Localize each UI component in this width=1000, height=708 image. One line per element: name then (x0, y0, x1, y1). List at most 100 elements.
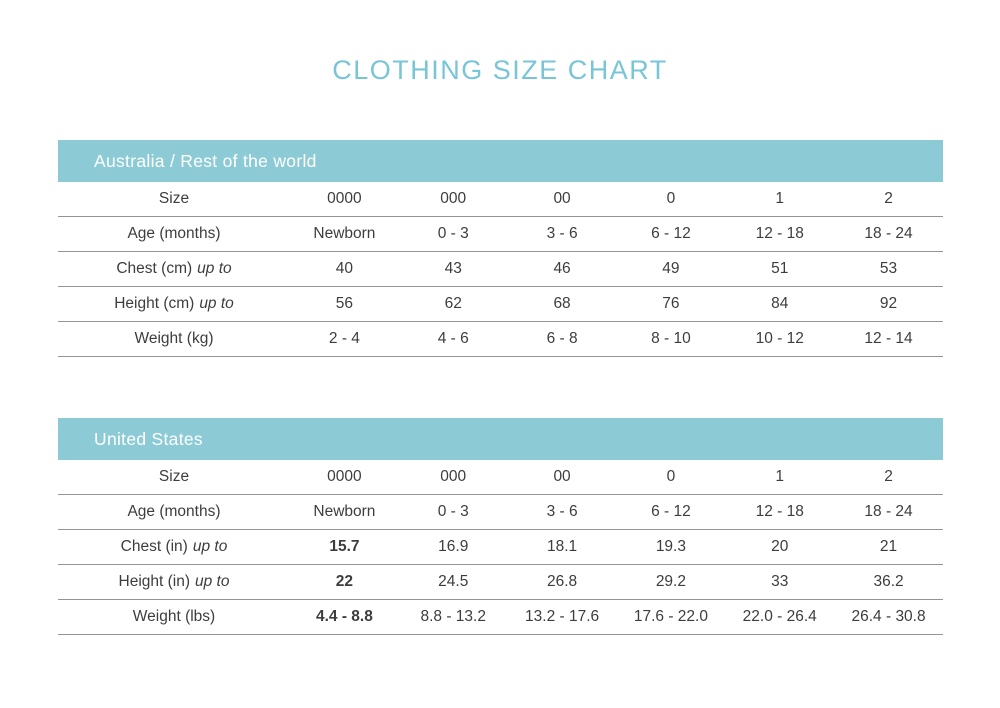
table-region-band: United States (58, 418, 943, 460)
cell-value: 17.6 - 22.0 (633, 608, 708, 625)
cell-value: 29.2 (655, 573, 686, 590)
row-label-text: Size (158, 468, 190, 485)
row-label: Height (in) up to (58, 573, 290, 591)
cell-value: 18 - 24 (864, 225, 913, 242)
cell-value: 15.7 (329, 538, 360, 555)
page-title: CLOTHING SIZE CHART (332, 55, 668, 85)
table-row: Size 0000 000 00 0 1 2 (58, 182, 943, 217)
size-table: Australia / Rest of the world Size 0000 0… (58, 140, 943, 357)
table-row: Age (months) Newborn 0 - 3 3 - 6 6 - 12 12 -… (58, 217, 943, 252)
size-tables-container: Australia / Rest of the world Size 0000 0… (58, 140, 943, 635)
row-label-text: Chest (in) (120, 538, 188, 555)
cell-value: 12 - 18 (755, 503, 804, 520)
cell-value: 21 (879, 538, 898, 555)
cell-value: 22.0 - 26.4 (742, 608, 817, 625)
table-rows: Size 0000 000 00 0 1 2 Age (months) Newborn 0 … (58, 182, 943, 357)
table-row: Weight (kg) 2 - 4 4 - 6 6 - 8 8 - 10 10 - 12… (58, 322, 943, 357)
size-table: United States Size 0000 000 00 0 1 2 Age (mon… (58, 418, 943, 635)
cell-value: 2 (884, 468, 893, 485)
row-label-text: Size (158, 190, 190, 207)
cell-value: Newborn (313, 503, 376, 520)
cell-value: 0 (666, 468, 676, 485)
cell-value: 36.2 (873, 573, 904, 590)
cell-value: Newborn (313, 225, 376, 242)
row-label: Chest (cm) up to (58, 260, 290, 278)
cell-value: 8 - 10 (651, 330, 691, 347)
table-row: Chest (in) up to 15.7 16.9 18.1 19.3 20 21 (58, 530, 943, 565)
cell-value: 000 (440, 468, 467, 485)
table-row: Weight (lbs) 4.4 - 8.8 8.8 - 13.2 13.2 - 1… (58, 600, 943, 635)
row-label-text: Height (in) (118, 573, 191, 590)
cell-value: 6 - 12 (651, 225, 691, 242)
table-region-label: Australia / Rest of the world (94, 150, 317, 171)
row-label: Size (58, 468, 290, 486)
row-label-italic-text: up to (197, 260, 232, 277)
cell-value: 68 (553, 295, 571, 312)
row-label-text: Weight (kg) (134, 330, 214, 347)
table-rows: Size 0000 000 00 0 1 2 Age (months) Newborn 0 … (58, 460, 943, 635)
cell-value: 1 (775, 468, 785, 485)
cell-value: 18 - 24 (864, 503, 913, 520)
row-label: Weight (lbs) (58, 608, 290, 626)
row-label-text: Chest (cm) (116, 260, 193, 277)
table-row: Height (in) up to 22 24.5 26.8 29.2 33 36.2 (58, 565, 943, 600)
table-row: Height (cm) up to 56 62 68 76 84 92 (58, 287, 943, 322)
cell-value: 26.4 - 30.8 (851, 608, 926, 625)
cell-value: 0 (666, 190, 676, 207)
cell-value: 40 (335, 260, 354, 277)
table-row: Chest (cm) up to 40 43 46 49 51 53 (58, 252, 943, 287)
cell-value: 2 (884, 190, 893, 207)
cell-value: 43 (444, 260, 462, 277)
cell-value: 19.3 (655, 538, 686, 555)
cell-value: 000 (440, 190, 467, 207)
cell-value: 0000 (327, 190, 362, 207)
row-label: Size (58, 190, 290, 208)
row-label-text: Height (cm) (114, 295, 195, 312)
cell-value: 3 - 6 (546, 503, 578, 520)
table-row: Size 0000 000 00 0 1 2 (58, 460, 943, 495)
table-region-band: Australia / Rest of the world (58, 140, 943, 182)
table-row: Age (months) Newborn 0 - 3 3 - 6 6 - 12 12 -… (58, 495, 943, 530)
cell-value: 56 (335, 295, 354, 312)
cell-value: 16.9 (438, 538, 469, 555)
cell-value: 12 - 18 (755, 225, 804, 242)
cell-value: 46 (553, 260, 571, 277)
row-label: Weight (kg) (58, 330, 290, 348)
cell-value: 92 (879, 295, 898, 312)
cell-value: 76 (662, 295, 680, 312)
row-label: Age (months) (58, 503, 290, 521)
cell-value: 22 (335, 573, 354, 590)
cell-value: 20 (771, 538, 789, 555)
row-label-italic-text: up to (195, 573, 230, 590)
cell-value: 33 (771, 573, 789, 590)
cell-value: 24.5 (438, 573, 469, 590)
row-label: Chest (in) up to (58, 538, 290, 556)
table-region-label: United States (94, 428, 203, 449)
row-label-italic-text: up to (199, 295, 234, 312)
cell-value: 1 (775, 190, 785, 207)
cell-value: 10 - 12 (755, 330, 804, 347)
cell-value: 4 - 6 (437, 330, 469, 347)
cell-value: 2 - 4 (328, 330, 360, 347)
row-label-text: Weight (lbs) (132, 608, 216, 625)
row-label: Height (cm) up to (58, 295, 290, 313)
cell-value: 8.8 - 13.2 (420, 608, 486, 625)
row-label-text: Age (months) (127, 503, 221, 520)
cell-value: 13.2 - 17.6 (525, 608, 600, 625)
cell-value: 53 (879, 260, 898, 277)
cell-value: 12 - 14 (864, 330, 913, 347)
cell-value: 6 - 12 (651, 503, 691, 520)
row-label-italic-text: up to (192, 538, 228, 555)
cell-value: 0000 (327, 468, 362, 485)
cell-value: 49 (662, 260, 680, 277)
row-label-text: Age (months) (127, 225, 221, 242)
cell-value: 84 (771, 295, 789, 312)
cell-value: 3 - 6 (546, 225, 578, 242)
cell-value: 0 - 3 (437, 503, 469, 520)
cell-value: 18.1 (546, 538, 578, 555)
cell-value: 00 (553, 190, 571, 207)
cell-value: 51 (771, 260, 789, 277)
row-label: Age (months) (58, 225, 290, 243)
cell-value: 62 (444, 295, 462, 312)
